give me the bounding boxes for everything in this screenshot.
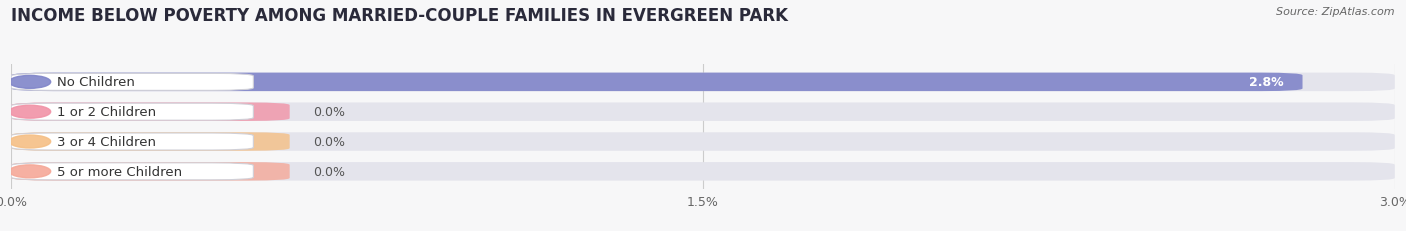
FancyBboxPatch shape (11, 162, 1395, 181)
FancyBboxPatch shape (11, 104, 253, 121)
FancyBboxPatch shape (11, 133, 290, 151)
FancyBboxPatch shape (11, 73, 1302, 92)
FancyBboxPatch shape (11, 73, 1395, 92)
FancyBboxPatch shape (11, 162, 290, 181)
Ellipse shape (10, 106, 51, 119)
FancyBboxPatch shape (11, 74, 253, 91)
Ellipse shape (10, 76, 51, 89)
Text: 0.0%: 0.0% (312, 165, 344, 178)
Text: 1 or 2 Children: 1 or 2 Children (56, 106, 156, 119)
Text: No Children: No Children (56, 76, 135, 89)
Text: 3 or 4 Children: 3 or 4 Children (56, 135, 156, 148)
Text: INCOME BELOW POVERTY AMONG MARRIED-COUPLE FAMILIES IN EVERGREEN PARK: INCOME BELOW POVERTY AMONG MARRIED-COUPL… (11, 7, 789, 25)
Text: Source: ZipAtlas.com: Source: ZipAtlas.com (1277, 7, 1395, 17)
FancyBboxPatch shape (11, 103, 1395, 122)
Ellipse shape (10, 165, 51, 178)
FancyBboxPatch shape (11, 163, 253, 180)
Text: 0.0%: 0.0% (312, 106, 344, 119)
Text: 2.8%: 2.8% (1250, 76, 1284, 89)
Ellipse shape (10, 135, 51, 148)
FancyBboxPatch shape (11, 134, 253, 150)
FancyBboxPatch shape (11, 133, 1395, 151)
FancyBboxPatch shape (11, 103, 290, 122)
Text: 5 or more Children: 5 or more Children (56, 165, 181, 178)
Text: 0.0%: 0.0% (312, 135, 344, 148)
